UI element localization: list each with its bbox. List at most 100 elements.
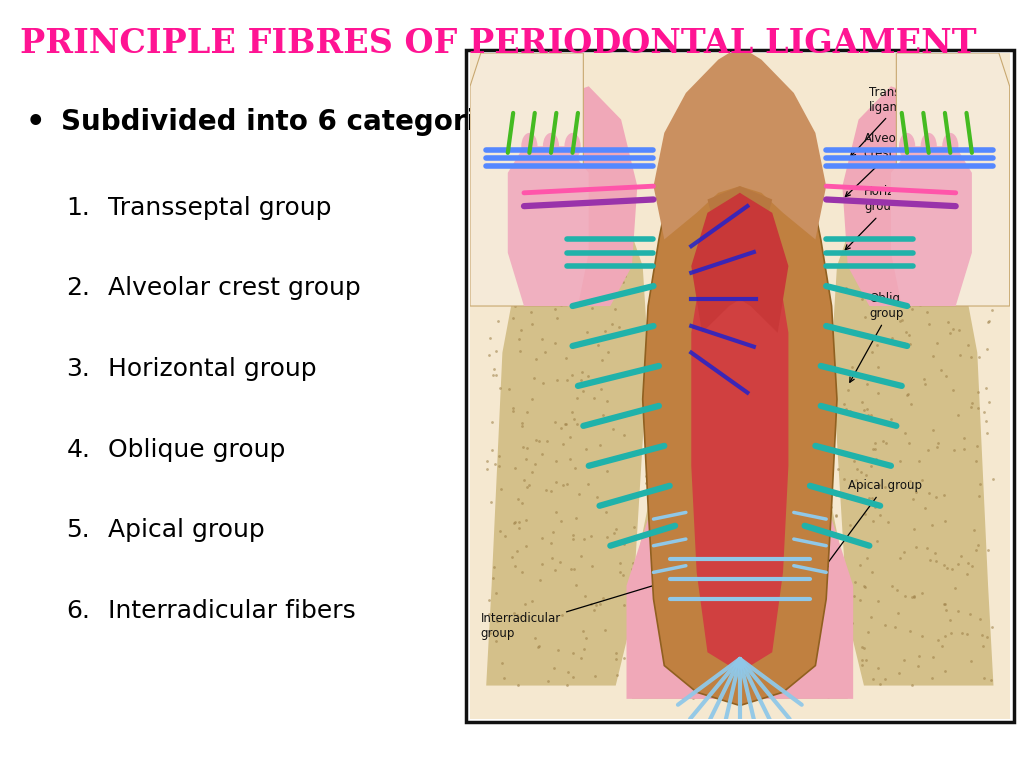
Point bbox=[534, 333, 550, 346]
Point bbox=[600, 346, 616, 358]
Point bbox=[979, 343, 995, 355]
Point bbox=[597, 324, 613, 336]
Point bbox=[494, 482, 510, 495]
Point bbox=[605, 527, 622, 539]
Point bbox=[818, 664, 835, 677]
Point bbox=[683, 512, 699, 525]
Point bbox=[918, 287, 934, 300]
Point bbox=[857, 654, 873, 666]
Point bbox=[563, 563, 580, 575]
Point bbox=[510, 679, 526, 691]
Point bbox=[487, 345, 504, 357]
Point bbox=[819, 690, 836, 703]
Point bbox=[887, 621, 903, 633]
Point bbox=[547, 564, 563, 577]
Ellipse shape bbox=[543, 133, 559, 160]
Point bbox=[530, 640, 547, 652]
Point bbox=[615, 599, 632, 611]
Point bbox=[729, 476, 745, 488]
Point bbox=[752, 528, 768, 540]
Point bbox=[813, 686, 829, 698]
Point bbox=[744, 672, 761, 684]
Point bbox=[982, 265, 998, 277]
Point bbox=[887, 270, 903, 282]
Text: 4.: 4. bbox=[67, 438, 90, 462]
Point bbox=[739, 634, 756, 647]
Point bbox=[547, 416, 563, 429]
Point bbox=[490, 450, 507, 462]
Point bbox=[894, 313, 910, 326]
Point bbox=[864, 492, 881, 504]
Point bbox=[846, 455, 862, 468]
Point bbox=[589, 492, 605, 504]
Point bbox=[654, 479, 671, 492]
Point bbox=[513, 323, 529, 336]
Point bbox=[481, 607, 498, 620]
Point bbox=[756, 478, 772, 490]
Point bbox=[511, 516, 527, 528]
Point bbox=[952, 349, 969, 361]
Point bbox=[534, 558, 550, 570]
Point bbox=[816, 685, 833, 697]
Point bbox=[743, 604, 760, 617]
Text: 1.: 1. bbox=[67, 196, 90, 220]
Point bbox=[607, 303, 624, 315]
Point bbox=[879, 437, 895, 449]
Point bbox=[697, 528, 714, 540]
Point bbox=[976, 671, 992, 684]
Point bbox=[779, 540, 796, 552]
Point bbox=[483, 496, 500, 508]
Text: Oblique group: Oblique group bbox=[108, 438, 285, 462]
Point bbox=[630, 616, 646, 628]
Point bbox=[761, 649, 777, 661]
Point bbox=[540, 675, 556, 687]
Point bbox=[675, 692, 691, 704]
Point bbox=[916, 502, 933, 514]
Point bbox=[607, 647, 624, 659]
Point bbox=[659, 467, 676, 479]
Point bbox=[534, 532, 550, 545]
Point bbox=[681, 485, 697, 497]
Point bbox=[731, 598, 748, 611]
Point bbox=[836, 648, 852, 660]
Point bbox=[649, 462, 666, 474]
Text: Horizontal group: Horizontal group bbox=[108, 357, 316, 381]
Point bbox=[794, 673, 810, 685]
Point bbox=[827, 510, 844, 522]
Point bbox=[502, 256, 518, 268]
Point bbox=[821, 492, 838, 504]
Point bbox=[902, 624, 919, 637]
Point bbox=[606, 260, 623, 272]
Point bbox=[890, 607, 906, 619]
Text: Oblique
group: Oblique group bbox=[850, 292, 915, 382]
Point bbox=[824, 559, 841, 571]
Point bbox=[572, 652, 589, 664]
Point bbox=[732, 646, 749, 658]
Point bbox=[788, 614, 805, 626]
Point bbox=[980, 544, 996, 556]
Point bbox=[509, 545, 525, 557]
Point bbox=[523, 318, 540, 330]
Point bbox=[554, 609, 570, 621]
Point bbox=[837, 473, 853, 485]
Point bbox=[792, 574, 808, 586]
Point bbox=[762, 552, 778, 564]
Point bbox=[883, 413, 899, 425]
Point bbox=[615, 538, 632, 551]
Point bbox=[863, 611, 880, 623]
Point bbox=[859, 373, 876, 386]
Point bbox=[862, 460, 879, 472]
Point bbox=[501, 382, 517, 395]
Point bbox=[744, 467, 761, 479]
Point bbox=[607, 283, 624, 295]
Point bbox=[978, 382, 994, 394]
Point bbox=[486, 226, 503, 238]
Point bbox=[552, 556, 568, 568]
Point bbox=[699, 490, 716, 502]
Point bbox=[900, 437, 916, 449]
Point bbox=[901, 300, 918, 312]
Point bbox=[478, 463, 495, 475]
Point bbox=[968, 455, 984, 467]
Point bbox=[943, 627, 959, 639]
Point bbox=[938, 370, 954, 382]
